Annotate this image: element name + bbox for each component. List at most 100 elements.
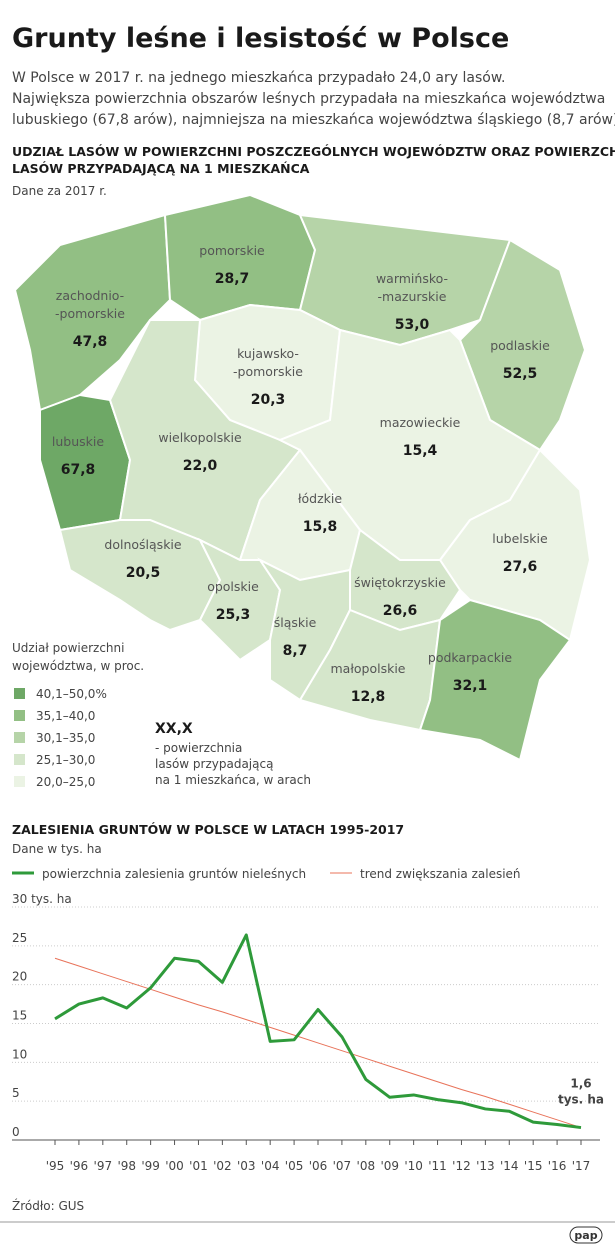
key-note: lasów przypadającą (155, 757, 273, 771)
y-tick-label: 5 (12, 1086, 20, 1100)
region (418, 598, 572, 762)
region-value: 32,1 (453, 678, 488, 694)
region-name: pomorskie (199, 243, 265, 258)
legend-label: 30,1–35,0 (36, 731, 95, 745)
legend-label: trend zwiększania zalesień (360, 867, 521, 881)
x-tick-label: '07 (333, 1159, 352, 1173)
end-label: tys. ha (558, 1093, 604, 1107)
region-name: wielkopolskie (158, 430, 242, 445)
x-tick-label: '16 (548, 1159, 567, 1173)
logo: pap (574, 1229, 597, 1242)
region-name: łódzkie (298, 491, 342, 506)
chart-title: ZALESIENIA GRUNTÓW W POLSCE W LATACH 199… (12, 822, 404, 837)
x-tick-label: '17 (572, 1159, 591, 1173)
x-tick-label: '01 (189, 1159, 208, 1173)
region-value: 15,8 (303, 519, 338, 535)
x-tick-label: '05 (285, 1159, 304, 1173)
region-value: 12,8 (351, 689, 386, 705)
x-tick-label: '10 (404, 1159, 423, 1173)
region-value: 20,5 (126, 565, 161, 581)
title: Grunty leśne i lesistość w Polsce (12, 23, 509, 54)
region (197, 537, 282, 662)
legend-label: powierzchnia zalesienia gruntów nieleśny… (42, 867, 306, 881)
x-tick-label: '14 (500, 1159, 519, 1173)
region-name: małopolskie (330, 661, 405, 676)
region-value: 52,5 (503, 366, 538, 382)
x-tick-label: '02 (213, 1159, 232, 1173)
x-tick-label: '03 (237, 1159, 256, 1173)
x-tick-label: '15 (524, 1159, 543, 1173)
source: Źródło: GUS (12, 1198, 84, 1213)
x-tick-label: '96 (70, 1159, 89, 1173)
logo-badge (569, 1226, 603, 1244)
region-name: dolnośląskie (104, 537, 181, 552)
region-name: śląskie (274, 615, 317, 630)
region-name: opolskie (207, 579, 259, 594)
legend-title: Udział powierzchni (12, 641, 124, 655)
y-tick-label: 10 (12, 1047, 27, 1061)
region-value: 67,8 (61, 462, 96, 478)
map (13, 193, 592, 762)
x-tick-label: '09 (380, 1159, 399, 1173)
end-label: 1,6 (570, 1077, 591, 1091)
region-name: -pomorskie (55, 306, 125, 321)
region-name: -pomorskie (233, 364, 303, 379)
legend-swatch (14, 732, 25, 743)
x-tick-label: '11 (428, 1159, 447, 1173)
x-tick-label: '97 (94, 1159, 113, 1173)
x-tick-label: '08 (357, 1159, 376, 1173)
x-tick-label: '12 (452, 1159, 471, 1173)
legend-label: 40,1–50,0% (36, 687, 107, 701)
legend-swatch (14, 776, 25, 787)
map-subheading: Dane za 2017 r. (12, 184, 107, 198)
x-tick-label: '95 (46, 1159, 65, 1173)
region-name: podlaskie (490, 338, 550, 353)
key: XX,X (155, 721, 193, 737)
region-name: warmińsko- (376, 271, 448, 286)
legend-swatch (14, 688, 25, 699)
key-note: - powierzchnia (155, 741, 242, 755)
legend-swatch (14, 710, 25, 721)
region-name: lubelskie (492, 531, 548, 546)
region-value: 53,0 (395, 317, 430, 333)
region-name: kujawsko- (237, 346, 299, 361)
chart-subtitle: Dane w tys. ha (12, 842, 102, 856)
region-value: 22,0 (183, 458, 218, 474)
x-tick-label: '04 (261, 1159, 280, 1173)
y-tick-label: 15 (12, 1009, 27, 1023)
map-heading: UDZIAŁ LASÓW W POWIERZCHNI POSZCZEGÓLNYC… (12, 144, 615, 159)
region-value: 27,6 (503, 559, 538, 575)
y-tick-label: 30 tys. ha (12, 892, 72, 906)
y-tick-label: 25 (12, 931, 27, 945)
region-value: 28,7 (215, 271, 250, 287)
region-value: 15,4 (403, 443, 438, 459)
y-tick-label: 20 (12, 970, 27, 984)
region-name: zachodnio- (56, 288, 124, 303)
region-name: -mazurskie (378, 289, 447, 304)
region-value: 26,6 (383, 603, 418, 619)
key-note: na 1 mieszkańca, w arach (155, 773, 311, 787)
region-value: 20,3 (251, 392, 286, 408)
legend-label: 20,0–25,0 (36, 775, 95, 789)
intro-line: Największa powierzchnia obszarów leśnych… (12, 91, 605, 107)
legend-label: 35,1–40,0 (36, 709, 95, 723)
region-value: 8,7 (283, 643, 308, 659)
region-value: 47,8 (73, 334, 108, 350)
region-name: podkarpackie (428, 650, 513, 665)
intro-line: W Polsce w 2017 r. na jednego mieszkańca… (12, 70, 505, 86)
x-tick-label: '06 (309, 1159, 328, 1173)
y-tick-label: 0 (12, 1125, 20, 1139)
line (54, 933, 582, 1130)
legend-title: województwa, w proc. (12, 659, 144, 673)
x-tick-label: '99 (141, 1159, 160, 1173)
region-name: świętokrzyskie (354, 575, 446, 590)
map-heading: LASÓW PRZYPADAJĄCĄ NA 1 MIESZKAŃCA (12, 161, 310, 176)
legend-swatch (14, 754, 25, 765)
region-name: lubuskie (52, 434, 104, 449)
region (13, 213, 172, 412)
region-name: mazowieckie (380, 415, 461, 430)
region-value: 25,3 (216, 607, 251, 623)
legend-label: 25,1–30,0 (36, 753, 95, 767)
intro-line: lubuskiego (67,8 arów), najmniejsza na m… (12, 112, 615, 128)
